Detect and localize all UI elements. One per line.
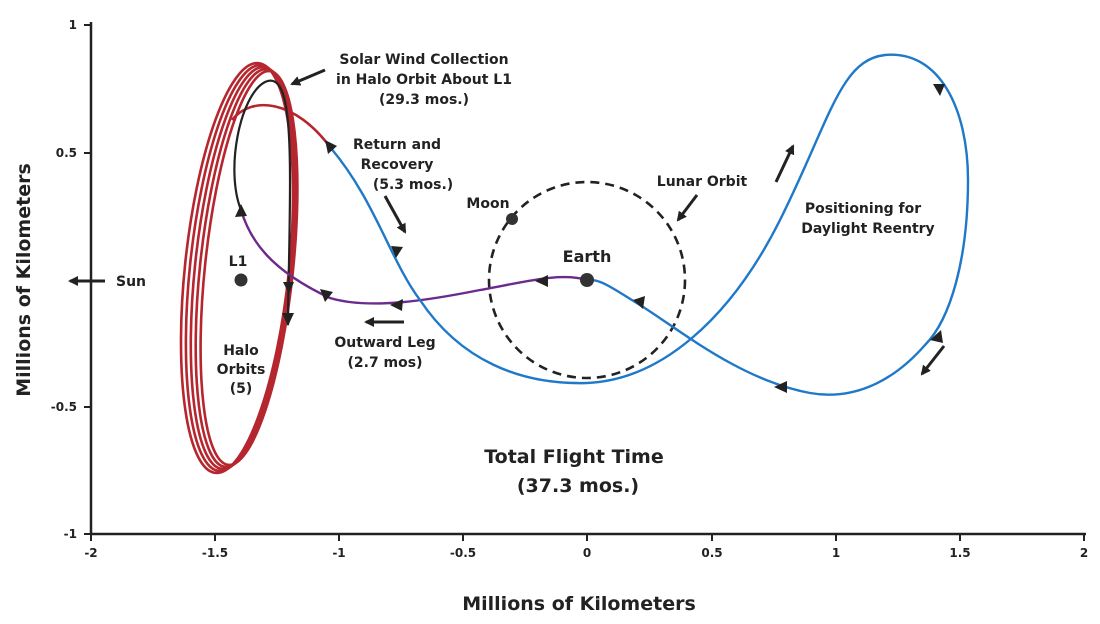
y-axis-label: Millions of Kilometers xyxy=(13,163,35,397)
x-tick-label: 0.5 xyxy=(701,546,722,560)
collection-label: in Halo Orbit About L1 xyxy=(336,72,512,88)
x-axis-label: Millions of Kilometers xyxy=(462,593,696,615)
x-tick-label: -0.5 xyxy=(450,546,476,560)
x-ticks xyxy=(90,534,1085,541)
x-tick-label: 1 xyxy=(832,546,840,560)
total-flight-time-value: (37.3 mos.) xyxy=(517,475,639,497)
arrowhead xyxy=(535,275,548,287)
positioning-label: Daylight Reentry xyxy=(801,221,934,237)
x-tick-label: -1 xyxy=(332,546,345,560)
y-tick-label: 0.5 xyxy=(56,146,77,160)
arrowhead xyxy=(933,84,945,96)
x-tick-label: 0 xyxy=(583,546,591,560)
y-tick-label: -1 xyxy=(64,527,77,541)
x-tick-label: -1.5 xyxy=(202,546,228,560)
return-label: Recovery xyxy=(361,157,434,173)
collection-label: (29.3 mos.) xyxy=(379,92,469,108)
l1-label: L1 xyxy=(229,254,248,270)
return-trajectory-path xyxy=(329,53,970,396)
moon-point xyxy=(506,213,518,225)
arrowhead xyxy=(282,313,294,326)
halo-label: Halo xyxy=(223,343,259,359)
lunar-orbit-label: Lunar Orbit xyxy=(657,174,748,190)
earth-point xyxy=(580,273,594,287)
collection-label: Solar Wind Collection xyxy=(339,52,508,68)
insertion-loop-path xyxy=(233,79,292,326)
sun-label: Sun xyxy=(116,274,146,290)
return-pointer-arrow xyxy=(383,195,407,234)
arrowhead xyxy=(391,246,403,258)
positioning-return-arrow xyxy=(920,345,946,376)
arrowhead xyxy=(390,299,403,311)
moon-label: Moon xyxy=(466,196,509,212)
arrowhead xyxy=(235,204,247,217)
return-label: (5.3 mos.) xyxy=(373,177,453,193)
lunar-orbit-pointer-arrow xyxy=(676,194,699,222)
arrowhead xyxy=(633,296,645,309)
x-tick-label: -2 xyxy=(84,546,97,560)
y-ticks xyxy=(84,24,91,535)
collection-pointer-arrow xyxy=(290,68,326,86)
arrowhead xyxy=(325,140,337,154)
arrowhead xyxy=(320,289,333,302)
x-tick-label: 1.5 xyxy=(949,546,970,560)
y-tick-label: -0.5 xyxy=(51,400,77,414)
outward-label: (2.7 mos) xyxy=(347,355,422,371)
return-label: Return and xyxy=(353,137,441,153)
positioning-label: Positioning for xyxy=(805,201,921,217)
x-tick-label: 2 xyxy=(1080,546,1088,560)
l1-point xyxy=(234,273,248,287)
arrowhead xyxy=(930,330,943,343)
total-flight-time-title: Total Flight Time xyxy=(484,446,664,468)
positioning-direction-arrow xyxy=(774,144,795,183)
y-tick-label: 1 xyxy=(69,18,77,32)
earth-label: Earth xyxy=(563,247,612,266)
halo-label: (5) xyxy=(230,381,253,397)
halo-label: Orbits xyxy=(217,362,266,378)
outward-label: Outward Leg xyxy=(334,335,435,351)
halo-exit-path xyxy=(230,103,332,148)
lunar-orbit-circle xyxy=(487,180,687,380)
arrowhead xyxy=(283,282,294,294)
arrowhead xyxy=(774,381,787,393)
